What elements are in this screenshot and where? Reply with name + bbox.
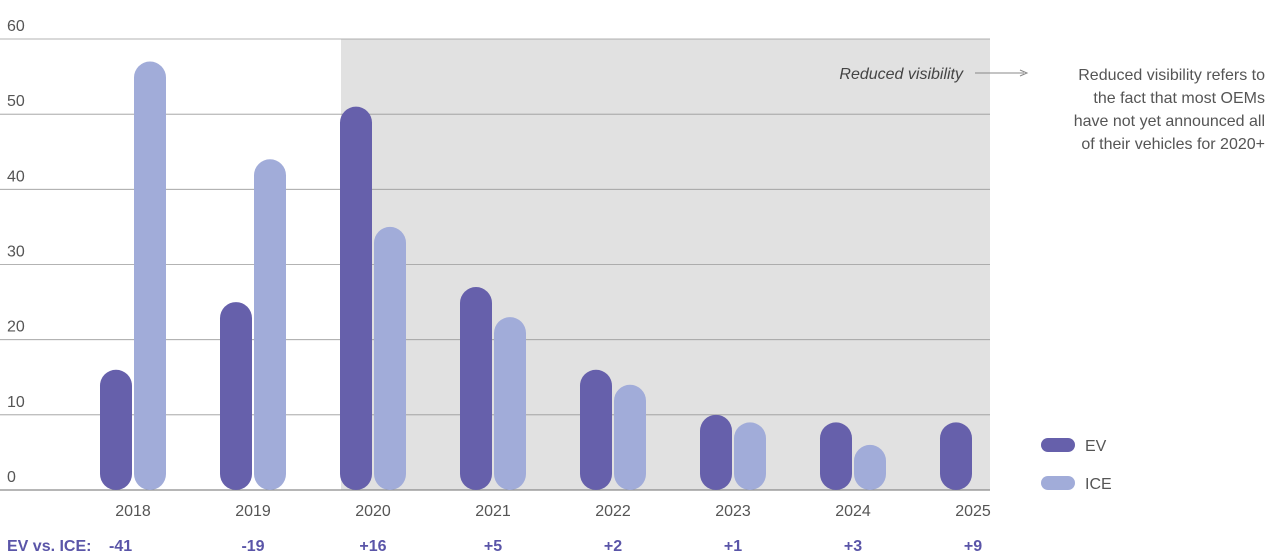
x-tick-label: 2018 bbox=[115, 503, 151, 520]
legend: EV ICE bbox=[1041, 438, 1112, 493]
note-line: have not yet announced all bbox=[1074, 113, 1265, 130]
note-line: of their vehicles for 2020+ bbox=[1081, 136, 1265, 153]
x-tick-label: 2023 bbox=[715, 503, 751, 520]
bar-ev-2025 bbox=[940, 422, 972, 490]
x-axis-ticks: 2018 2019 2020 2021 2022 2023 2024 2025 bbox=[115, 503, 991, 520]
difference-value: +2 bbox=[604, 538, 622, 555]
x-tick-label: 2024 bbox=[835, 503, 871, 520]
difference-row: EV vs. ICE: -41 -19 +16 +5 +2 +1 +3 +9 bbox=[7, 538, 982, 555]
note-line: the fact that most OEMs bbox=[1093, 90, 1265, 107]
bar-ice-2020 bbox=[374, 226, 406, 490]
difference-value: +5 bbox=[484, 538, 502, 555]
bar-ev-2023 bbox=[700, 414, 732, 490]
x-tick-label: 2019 bbox=[235, 503, 271, 520]
difference-value: -41 bbox=[109, 538, 132, 555]
x-tick-label: 2020 bbox=[355, 503, 391, 520]
bar-ev-2024 bbox=[820, 422, 852, 490]
bar-ice-2024 bbox=[854, 444, 886, 490]
bar-ev-2019 bbox=[220, 302, 252, 490]
difference-value: +1 bbox=[724, 538, 742, 555]
bar-ice-2018 bbox=[134, 61, 166, 491]
bar-ev-2018 bbox=[100, 369, 132, 490]
bar-ice-2023 bbox=[734, 422, 766, 490]
y-tick-label: 60 bbox=[7, 18, 25, 35]
difference-value: +3 bbox=[844, 538, 862, 555]
y-tick-label: 20 bbox=[7, 319, 25, 336]
x-tick-label: 2025 bbox=[955, 503, 991, 520]
shaded-region-label: Reduced visibility bbox=[839, 66, 964, 83]
bar-ev-2020 bbox=[340, 106, 372, 491]
bar-ice-2021 bbox=[494, 317, 526, 490]
note-line: Reduced visibility refers to bbox=[1078, 67, 1265, 84]
bar-ice-2022 bbox=[614, 384, 646, 490]
difference-row-label: EV vs. ICE: bbox=[7, 538, 91, 555]
difference-value: +16 bbox=[359, 538, 386, 555]
legend-swatch-ev bbox=[1041, 438, 1075, 452]
bar-ev-2022 bbox=[580, 369, 612, 490]
bar-ev-2021 bbox=[460, 287, 492, 490]
y-tick-label: 30 bbox=[7, 244, 25, 261]
legend-label-ice: ICE bbox=[1085, 476, 1112, 493]
annotation-arrow-head bbox=[1019, 69, 1029, 77]
difference-value: -19 bbox=[241, 538, 264, 555]
y-tick-label: 50 bbox=[7, 93, 25, 110]
x-tick-label: 2021 bbox=[475, 503, 511, 520]
legend-label-ev: EV bbox=[1085, 438, 1107, 455]
difference-value: +9 bbox=[964, 538, 982, 555]
y-tick-label: 40 bbox=[7, 168, 25, 185]
bar-ice-2019 bbox=[254, 159, 286, 490]
bars bbox=[100, 61, 972, 491]
legend-swatch-ice bbox=[1041, 476, 1075, 490]
y-axis-ticks: 0 10 20 30 40 50 60 bbox=[7, 18, 25, 486]
x-tick-label: 2022 bbox=[595, 503, 631, 520]
y-tick-label: 0 bbox=[7, 469, 16, 486]
annotation: Reduced visibility Reduced visibility ref… bbox=[839, 66, 1265, 153]
y-tick-label: 10 bbox=[7, 394, 25, 411]
